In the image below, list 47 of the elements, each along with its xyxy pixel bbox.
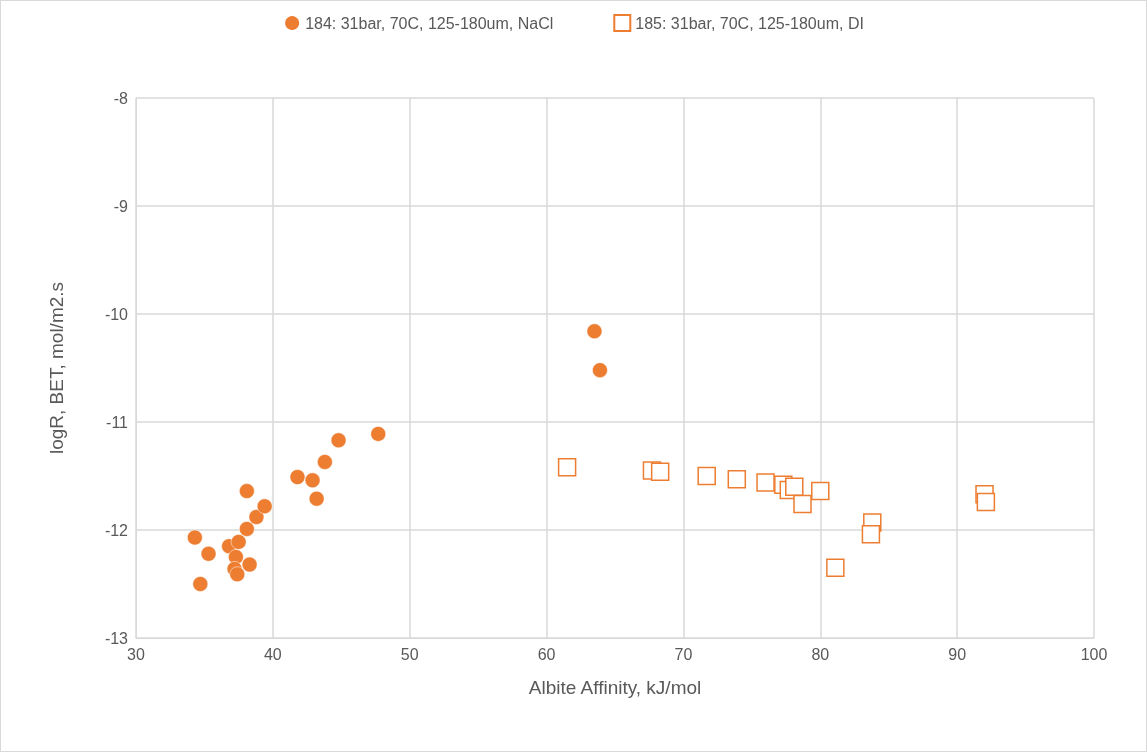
x-axis-title: Albite Affinity, kJ/mol	[528, 677, 702, 698]
y-axis-title: logR, BET, mol/m2.s	[46, 281, 67, 455]
y-tick-label: -11	[106, 413, 129, 431]
point	[229, 566, 246, 583]
point	[308, 490, 325, 507]
y-tick-label: -13	[104, 629, 129, 647]
point	[557, 458, 577, 477]
point	[586, 323, 603, 340]
y-tick-label: -9	[113, 197, 129, 215]
point	[826, 558, 845, 578]
x-tick-label: 30	[127, 645, 145, 663]
point	[317, 454, 333, 470]
point	[200, 546, 217, 562]
point	[330, 432, 347, 449]
legend-label: 184: 31bar, 70C, 125-180um, NaCl	[305, 14, 554, 32]
point	[239, 483, 255, 499]
point	[239, 521, 255, 537]
point	[756, 473, 775, 492]
point	[304, 472, 321, 489]
point	[697, 466, 716, 486]
x-tick-label: 40	[263, 645, 282, 663]
x-tick-label: 90	[948, 645, 967, 663]
x-tick-label: 50	[400, 645, 419, 663]
x-tick-label: 100	[1080, 645, 1108, 663]
y-tick-label: -12	[104, 521, 129, 539]
point	[192, 576, 209, 592]
point	[976, 492, 996, 512]
x-tick-label: 80	[811, 645, 830, 663]
point	[248, 509, 265, 525]
point	[785, 477, 804, 497]
y-tick-label: -8	[113, 89, 129, 107]
x-tick-label: 70	[674, 645, 693, 663]
point	[370, 426, 386, 442]
point	[241, 556, 258, 573]
x-tick-label: 60	[537, 645, 556, 663]
point	[230, 534, 247, 550]
point	[727, 469, 747, 489]
point	[187, 529, 203, 546]
y-tick-label: -10	[104, 305, 129, 323]
point	[592, 362, 608, 378]
point	[861, 525, 881, 544]
point	[289, 469, 306, 485]
point	[256, 498, 273, 514]
point	[650, 462, 670, 481]
point	[811, 481, 830, 501]
point	[793, 494, 812, 514]
legend-label: 185: 31bar, 70C, 125-180um, DI	[635, 14, 864, 32]
